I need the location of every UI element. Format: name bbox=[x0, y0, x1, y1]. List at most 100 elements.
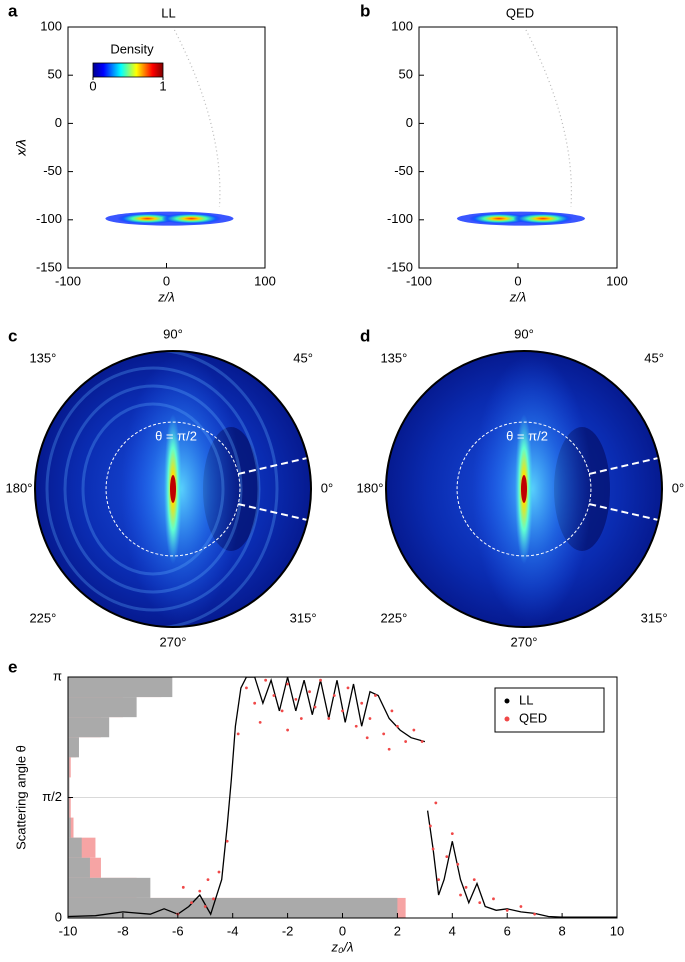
histogram-bar bbox=[68, 757, 70, 778]
scatter-point bbox=[181, 885, 185, 889]
panel-letter: a bbox=[8, 1, 18, 20]
scatter-point bbox=[332, 694, 336, 697]
x-tick-label: -100 bbox=[55, 273, 81, 288]
scatter-point bbox=[294, 697, 298, 701]
histogram-bar bbox=[68, 837, 82, 858]
y-tick-label: π bbox=[53, 668, 62, 683]
y-axis-label: x/λ bbox=[13, 139, 28, 157]
scatter-point bbox=[505, 908, 509, 912]
y-tick-label: -50 bbox=[43, 163, 62, 178]
scatter-point bbox=[472, 878, 476, 882]
x-tick-label: 8 bbox=[558, 923, 565, 938]
scatter-point bbox=[198, 889, 202, 893]
angle-label: 90° bbox=[163, 326, 183, 341]
scatter-point bbox=[412, 728, 416, 732]
histogram-bar bbox=[68, 897, 398, 918]
scatter-point bbox=[360, 701, 364, 705]
x-tick-label: -2 bbox=[282, 923, 294, 938]
legend-label: LL bbox=[519, 692, 533, 707]
colorbar-tick-label: 1 bbox=[159, 78, 166, 93]
histogram-bar bbox=[68, 777, 70, 798]
histogram-bar bbox=[68, 697, 137, 718]
x-tick-label: 100 bbox=[254, 273, 276, 288]
scatter-point bbox=[299, 717, 303, 720]
scatter-point bbox=[280, 709, 284, 713]
scatter-point bbox=[478, 901, 482, 905]
y-tick-label: 0 bbox=[406, 115, 413, 130]
scatter-point bbox=[236, 732, 240, 736]
scatter-point bbox=[431, 847, 435, 851]
histogram-bar bbox=[68, 817, 71, 838]
ring bbox=[63, 384, 243, 594]
y-tick-label: π/2 bbox=[42, 789, 62, 804]
scatter-point bbox=[308, 690, 311, 694]
scatter-point bbox=[533, 912, 537, 916]
cone-edge bbox=[237, 456, 308, 475]
scatter-point bbox=[464, 885, 468, 889]
scatter-point bbox=[286, 682, 289, 686]
angle-label: 315° bbox=[641, 611, 668, 626]
scatter-point bbox=[382, 732, 386, 736]
scatter-point bbox=[206, 878, 210, 882]
cone-edge bbox=[588, 456, 659, 475]
panel-letter: e bbox=[8, 657, 17, 676]
polar-outline bbox=[34, 350, 312, 628]
angle-label: 225° bbox=[29, 611, 56, 626]
colorbar bbox=[92, 62, 164, 78]
scatter-point bbox=[390, 709, 394, 713]
y-tick-label: -100 bbox=[387, 211, 413, 226]
angle-label: 315° bbox=[290, 611, 317, 626]
x-tick-label: 100 bbox=[606, 273, 628, 288]
cone-edge bbox=[588, 503, 659, 522]
histogram-bar bbox=[68, 877, 151, 898]
ring bbox=[45, 366, 261, 612]
x-tick-label: 10 bbox=[610, 923, 624, 938]
scatter-point bbox=[387, 747, 391, 751]
scatter-point bbox=[492, 897, 495, 901]
polar-map bbox=[386, 351, 662, 627]
scatter-point bbox=[341, 709, 344, 713]
scatter-point bbox=[264, 678, 268, 682]
panel-title: LL bbox=[161, 5, 175, 20]
angle-label: 270° bbox=[160, 634, 187, 649]
histogram-bar bbox=[68, 797, 70, 818]
scatter-point bbox=[428, 824, 432, 828]
scatter-point bbox=[258, 720, 262, 724]
y-tick-label: 50 bbox=[48, 67, 62, 82]
ring bbox=[35, 351, 279, 627]
scatter-point bbox=[434, 801, 438, 805]
scatter-point bbox=[368, 717, 372, 720]
y-tick-label: -150 bbox=[387, 259, 413, 274]
legend-box bbox=[494, 687, 605, 733]
cone-edge bbox=[237, 503, 308, 522]
spike-core bbox=[521, 475, 527, 503]
histogram-bar bbox=[68, 717, 110, 738]
scatter-point bbox=[396, 724, 399, 728]
angle-label: 135° bbox=[380, 350, 407, 365]
x-tick-label: -10 bbox=[59, 923, 78, 938]
scatter-point bbox=[437, 878, 440, 882]
angle-label: 0° bbox=[672, 480, 684, 495]
panel-letter: c bbox=[8, 326, 17, 345]
angle-label: 45° bbox=[644, 350, 664, 365]
scatter-point bbox=[225, 839, 229, 843]
panel-letter: b bbox=[360, 1, 370, 20]
x-tick-label: -100 bbox=[406, 273, 432, 288]
theta-circle bbox=[456, 421, 592, 557]
scatter-point bbox=[253, 701, 257, 705]
legend-label: QED bbox=[519, 710, 547, 725]
scatter-point bbox=[450, 832, 454, 836]
scatter-point bbox=[445, 855, 449, 859]
theta-circle bbox=[105, 421, 241, 557]
angle-label: 45° bbox=[293, 350, 313, 365]
x-tick-label: -6 bbox=[172, 923, 184, 938]
y-tick-label: 100 bbox=[40, 18, 62, 33]
y-tick-label: 100 bbox=[391, 18, 413, 33]
scatter-point bbox=[245, 686, 248, 690]
density-core bbox=[512, 213, 573, 225]
annotation: θ = π/2 bbox=[155, 428, 197, 443]
y-tick-label: -100 bbox=[36, 211, 62, 226]
spike-core bbox=[170, 475, 176, 503]
histogram-bar bbox=[68, 737, 79, 758]
